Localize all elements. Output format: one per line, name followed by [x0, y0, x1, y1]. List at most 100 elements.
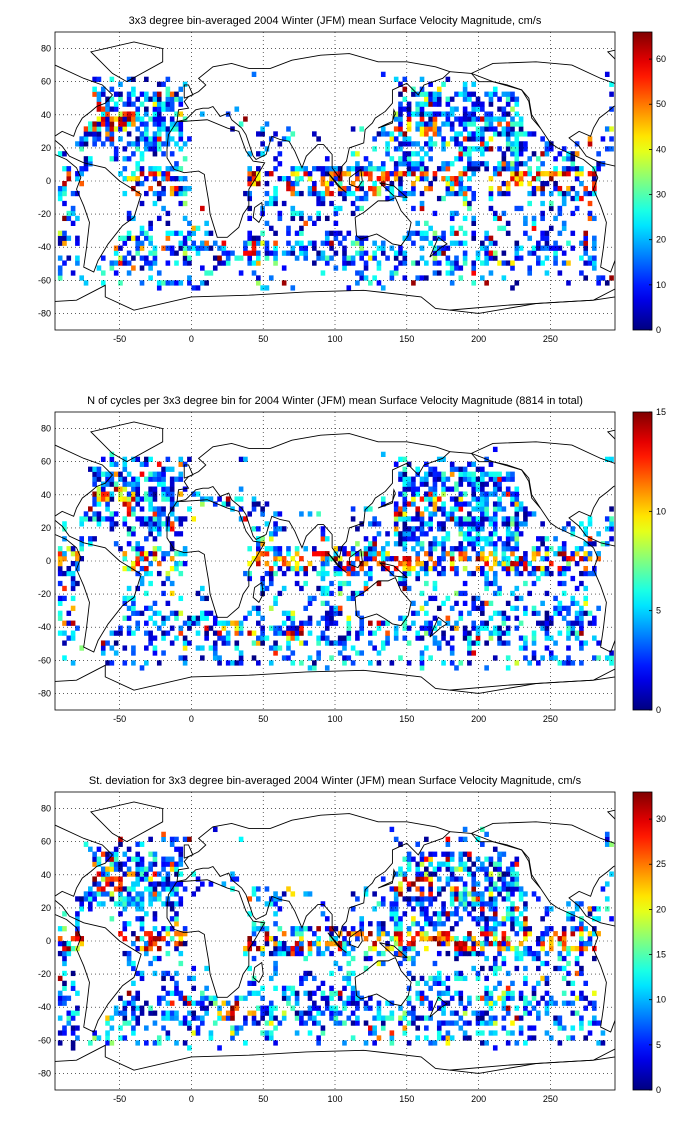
- y-tick-label: 0: [46, 176, 51, 186]
- heatmap-cell: [139, 916, 145, 922]
- heatmap-cell: [161, 620, 166, 626]
- heatmap-cell: [161, 995, 166, 1001]
- heatmap-cell: [596, 275, 601, 281]
- y-tick-label: -80: [38, 688, 51, 698]
- heatmap-cell: [402, 466, 408, 472]
- heatmap-cell: [406, 141, 412, 147]
- heatmap-cell: [376, 265, 382, 271]
- heatmap-cell: [393, 630, 399, 636]
- heatmap-cell: [139, 200, 145, 207]
- heatmap-cell: [570, 230, 576, 236]
- heatmap-cell: [419, 665, 425, 671]
- heatmap-cell: [131, 896, 136, 902]
- heatmap-cell: [411, 171, 416, 177]
- heatmap-cell: [475, 916, 481, 922]
- heatmap-cell: [514, 955, 520, 962]
- heatmap-cell: [428, 116, 433, 122]
- heatmap-cell: [376, 260, 382, 266]
- heatmap-cell: [204, 270, 209, 276]
- heatmap-cell: [419, 245, 425, 251]
- heatmap-cell: [126, 565, 132, 572]
- heatmap-cell: [135, 161, 141, 167]
- heatmap-cell: [428, 881, 433, 887]
- heatmap-cell: [131, 901, 136, 907]
- heatmap-cell: [294, 171, 300, 177]
- heatmap-cell: [342, 1040, 347, 1046]
- heatmap-cell: [497, 476, 502, 482]
- heatmap-cell: [161, 81, 166, 87]
- heatmap-cell: [561, 171, 567, 177]
- heatmap-cell: [161, 926, 166, 932]
- heatmap-cell: [225, 260, 231, 266]
- heatmap-cell: [247, 181, 253, 187]
- heatmap-cell: [436, 526, 442, 532]
- heatmap-cell: [118, 121, 123, 127]
- heatmap-cell: [251, 990, 257, 996]
- heatmap-cell: [553, 595, 558, 602]
- heatmap-cell: [294, 166, 300, 172]
- heatmap-cell: [488, 471, 494, 477]
- heatmap-cell: [557, 605, 563, 611]
- heatmap-cell: [316, 255, 321, 261]
- heatmap-cell: [544, 255, 550, 261]
- heatmap-cell: [243, 250, 248, 256]
- heatmap-cell: [424, 1035, 429, 1041]
- heatmap-cell: [290, 620, 296, 626]
- heatmap-cell: [501, 990, 507, 996]
- heatmap-cell: [531, 955, 537, 962]
- heatmap-cell: [376, 131, 382, 137]
- heatmap-cell: [376, 166, 382, 172]
- heatmap-cell: [324, 610, 330, 616]
- heatmap-cell: [152, 255, 158, 261]
- heatmap-cell: [363, 891, 369, 897]
- heatmap-cell: [303, 220, 309, 226]
- heatmap-cell: [247, 896, 253, 902]
- heatmap-cell: [174, 121, 179, 127]
- heatmap-cell: [122, 1000, 128, 1006]
- heatmap-cell: [570, 660, 576, 666]
- heatmap-cell: [152, 245, 158, 251]
- heatmap-cell: [273, 166, 278, 172]
- heatmap-cell: [256, 255, 261, 261]
- heatmap-cell: [182, 941, 188, 947]
- heatmap-cell: [350, 595, 356, 602]
- heatmap-cell: [596, 906, 601, 912]
- heatmap-cell: [148, 886, 153, 892]
- heatmap-cell: [234, 1005, 240, 1011]
- heatmap-cell: [92, 511, 97, 517]
- heatmap-cell: [156, 116, 162, 122]
- heatmap-cell: [294, 561, 300, 567]
- heatmap-cell: [161, 466, 166, 472]
- heatmap-cell: [324, 665, 330, 671]
- heatmap-cell: [505, 1030, 511, 1036]
- heatmap-cell: [574, 166, 580, 172]
- heatmap-cell: [161, 1015, 166, 1021]
- heatmap-cell: [579, 521, 584, 527]
- heatmap-cell: [204, 230, 209, 236]
- heatmap-cell: [441, 526, 446, 532]
- heatmap-cell: [182, 546, 188, 552]
- heatmap-cell: [139, 521, 145, 527]
- heatmap-cell: [135, 841, 141, 847]
- heatmap-cell: [122, 255, 128, 261]
- heatmap-cell: [161, 975, 166, 982]
- heatmap-cell: [518, 911, 524, 917]
- heatmap-cell: [105, 471, 110, 477]
- heatmap-cell: [92, 141, 97, 147]
- heatmap-cell: [118, 546, 123, 552]
- heatmap-cell: [122, 101, 128, 107]
- heatmap-cell: [424, 96, 429, 102]
- heatmap-cell: [458, 496, 464, 502]
- heatmap-cell: [411, 916, 416, 922]
- heatmap-cell: [566, 185, 571, 192]
- heatmap-cell: [139, 975, 145, 982]
- heatmap-cell: [561, 955, 567, 962]
- heatmap-cell: [480, 1015, 485, 1021]
- heatmap-cell: [251, 260, 257, 266]
- heatmap-cell: [169, 491, 175, 497]
- heatmap-cell: [484, 166, 489, 172]
- heatmap-cell: [462, 111, 468, 117]
- heatmap-cell: [105, 1015, 110, 1021]
- heatmap-cell: [105, 116, 110, 122]
- heatmap-cell: [131, 531, 136, 537]
